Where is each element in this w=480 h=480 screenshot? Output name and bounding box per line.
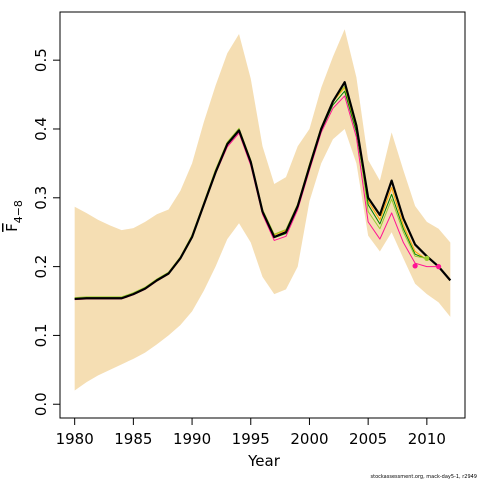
endpoint-marker-3	[435, 264, 442, 270]
x-tick-label: 1995	[232, 430, 270, 448]
x-tick-label: 1990	[173, 430, 211, 448]
y-axis-title: F4−8	[3, 200, 25, 232]
x-tick-label: 2010	[408, 430, 446, 448]
x-tick-label: 1980	[56, 430, 94, 448]
endpoint-marker-2	[412, 263, 418, 269]
endpoint-markers-layer	[412, 255, 442, 270]
x-axis: 1980 1985 1990 1995 2000 2005 2010	[56, 417, 446, 448]
y-axis-title-main: F	[3, 223, 21, 232]
endpoint-marker-1	[424, 255, 430, 261]
series-line-1	[74, 81, 452, 301]
series-lines-layer	[74, 81, 452, 301]
x-tick-label: 2000	[290, 430, 328, 448]
footnote: stockassessment.org, mack-day5-1, r2949	[371, 474, 478, 480]
y-axis-title-subscript: 4−8	[12, 200, 25, 223]
y-tick-label: 0.3	[32, 186, 50, 210]
x-tick-label: 1985	[114, 430, 152, 448]
y-axis: 0.0 0.1 0.2 0.3 0.4 0.5	[32, 48, 61, 416]
y-tick-label: 0.5	[32, 48, 50, 72]
x-axis-title: Year	[247, 452, 281, 470]
x-tick-label: 2005	[349, 430, 387, 448]
y-tick-label: 0.2	[32, 255, 50, 279]
y-tick-label: 0.4	[32, 117, 50, 141]
y-tick-label: 0.1	[32, 323, 50, 347]
y-tick-label: 0.0	[32, 392, 50, 416]
